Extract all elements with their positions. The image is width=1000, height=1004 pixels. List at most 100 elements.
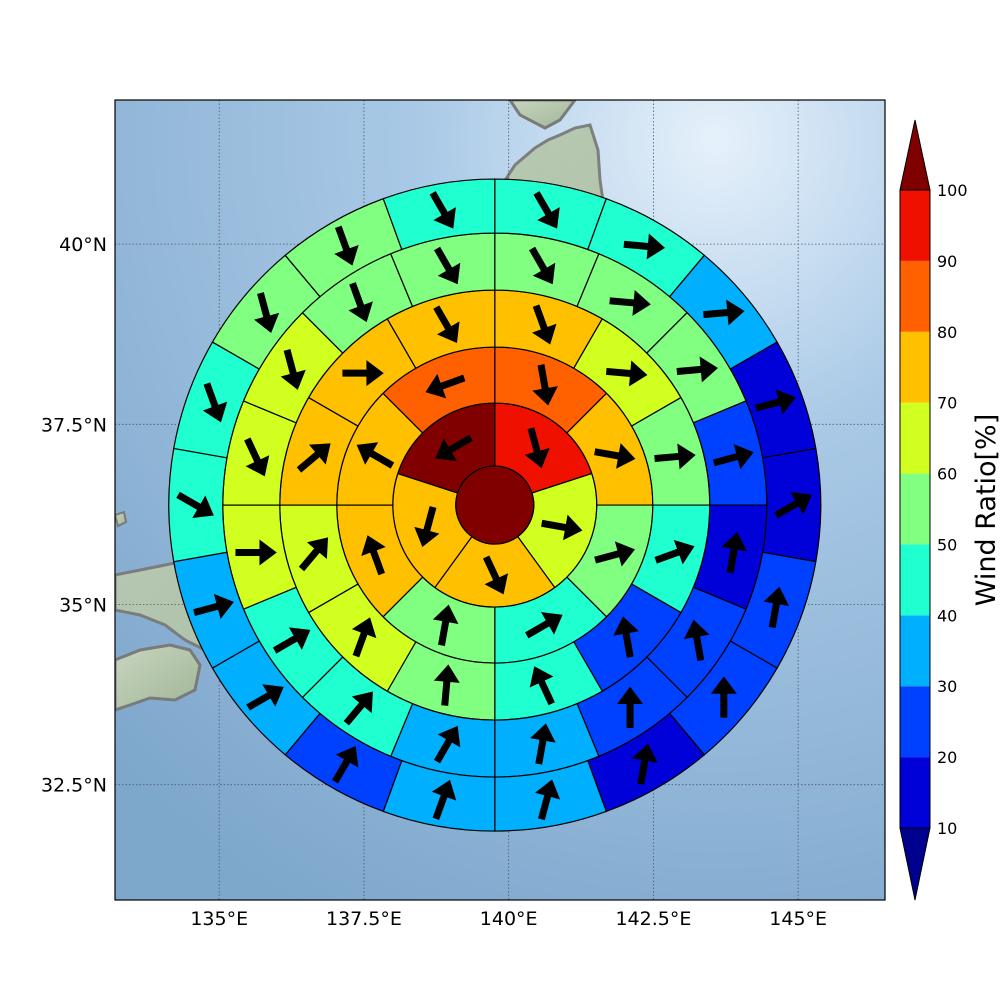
wind-arrow <box>623 233 666 260</box>
wind-arrow <box>605 360 648 387</box>
wind-arrow <box>533 191 560 229</box>
colorbar-segment <box>900 331 930 403</box>
polar-sector-grid <box>168 178 822 832</box>
wind-arrow <box>763 586 790 629</box>
y-tick-label: 37.5°N <box>41 414 107 436</box>
colorbar-segment <box>900 473 930 545</box>
colorbar-frame <box>899 189 931 829</box>
wind-arrow <box>272 627 311 654</box>
colorbar-segment <box>900 260 930 332</box>
wind-arrow <box>683 619 710 662</box>
wind-arrow <box>254 292 280 333</box>
wind-arrow <box>176 491 214 519</box>
wind-arrow <box>529 666 555 706</box>
wind-arrow <box>433 305 460 343</box>
wind-arrow <box>594 541 636 567</box>
colorbar: 10 20 30 40 50 60 70 80 90 100 Wind Ratio[%] <box>899 119 1000 901</box>
wind-arrow <box>296 443 331 473</box>
wind-arrow <box>246 684 284 711</box>
wind-arrow <box>721 532 748 574</box>
wind-arrow <box>431 779 457 820</box>
wind-arrow <box>332 745 359 784</box>
wind-arrow <box>774 492 812 519</box>
wind-arrow <box>342 360 384 387</box>
wind-arrow <box>755 389 796 415</box>
wind-arrow <box>654 443 696 470</box>
wind-arrow <box>632 743 658 785</box>
wind-arrow <box>235 539 277 566</box>
sector-ring5 <box>382 178 496 251</box>
wind-arrow <box>434 246 461 285</box>
colorbar-segment <box>900 190 930 261</box>
colorbar-tick-label: 70 <box>937 394 957 413</box>
x-tick-label: 145°E <box>769 908 827 930</box>
colorbar-segment <box>900 686 930 758</box>
wind-arrow <box>613 616 639 658</box>
wind-arrows <box>176 191 812 821</box>
x-tick-label: 142.5°E <box>615 908 691 930</box>
colorbar-segment <box>900 615 930 687</box>
wind-arrow <box>429 191 456 229</box>
colorbar-tick-label: 20 <box>937 748 957 767</box>
colorbar-segment <box>900 757 930 828</box>
wind-arrow <box>435 434 473 462</box>
wind-arrow <box>425 373 466 399</box>
wind-arrow <box>654 539 695 565</box>
x-tick-label: 137.5°E <box>326 908 402 930</box>
wind-arrow <box>530 723 556 765</box>
wind-arrow <box>280 349 306 390</box>
wind-arrow <box>356 442 395 469</box>
colorbar-segment <box>900 402 930 474</box>
colorbar-tick-label: 40 <box>937 606 957 625</box>
wind-arrow <box>414 506 440 547</box>
wind-arrow <box>343 691 373 726</box>
wind-arrow <box>712 444 754 470</box>
wind-arrow <box>532 304 557 345</box>
wind-arrow <box>432 604 459 646</box>
colorbar-tick-label: 90 <box>937 252 957 271</box>
wind-arrow <box>703 299 745 326</box>
land-hokkaido-tip <box>508 100 577 130</box>
wind-arrow <box>532 364 558 406</box>
colorbar-tick-label: 50 <box>937 535 957 554</box>
wind-arrow <box>710 676 737 718</box>
wind-arrow <box>433 664 460 706</box>
wind-arrow <box>594 443 636 469</box>
colorbar-label: Wind Ratio[%] <box>971 414 1000 606</box>
wind-arrow <box>244 437 270 477</box>
map-frame <box>114 99 886 901</box>
wind-arrow <box>609 289 651 316</box>
wind-arrow <box>482 555 509 595</box>
center-disk <box>455 465 535 545</box>
y-tick-label: 35°N <box>59 595 107 617</box>
wind-arrow <box>202 382 228 423</box>
wind-arrow <box>617 686 644 729</box>
wind-arrow <box>525 612 563 639</box>
colorbar-segment <box>900 544 930 616</box>
axis-tick-labels: 135°E 137.5°E 140°E 142.5°E 145°E 32.5°N 35°N 3… <box>41 234 827 930</box>
wind-arrow <box>535 779 561 821</box>
colorbar-tick-label: 30 <box>937 677 957 696</box>
wind-arrow <box>298 537 329 572</box>
wind-arrow <box>348 282 373 323</box>
y-tick-label: 32.5°N <box>41 775 107 797</box>
colorbar-extend-bottom <box>899 827 931 901</box>
colorbar-tick-label: 60 <box>937 465 957 484</box>
colorbar-tick-label: 80 <box>937 323 957 342</box>
wind-arrow <box>361 535 386 576</box>
wind-arrow <box>676 356 719 383</box>
wind-arrow <box>334 225 359 266</box>
colorbar-tick-label: 10 <box>937 819 957 838</box>
wind-arrow <box>529 246 556 285</box>
x-tick-label: 135°E <box>190 908 248 930</box>
land-awaji <box>115 510 128 528</box>
colorbar-extend-top <box>899 119 931 191</box>
y-tick-label: 40°N <box>59 234 107 256</box>
land-shikoku <box>115 643 202 712</box>
colorbar-tick-label: 100 <box>937 181 968 200</box>
wind-arrow <box>524 427 550 469</box>
wind-arrow <box>434 725 461 764</box>
x-tick-label: 140°E <box>480 908 538 930</box>
wind-arrow <box>541 514 583 541</box>
